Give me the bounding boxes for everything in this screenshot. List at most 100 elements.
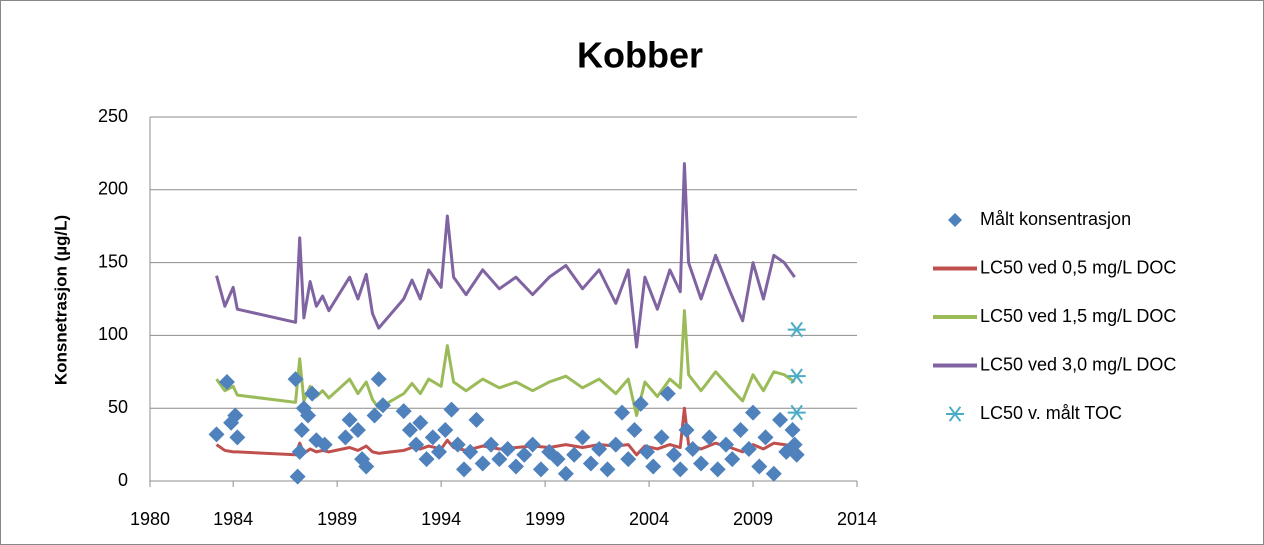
legend-label: LC50 ved 1,5 mg/L DOC: [980, 306, 1176, 326]
y-tick-label: 50: [108, 397, 128, 417]
data-point: [229, 429, 246, 446]
data-point: [462, 443, 479, 460]
x-tick-label: 1980: [130, 509, 170, 529]
y-tick-label: 150: [98, 251, 128, 271]
data-point: [566, 446, 583, 463]
data-point: [289, 468, 306, 485]
data-point: [787, 404, 806, 421]
x-tick-label: 1999: [525, 509, 565, 529]
data-point: [787, 368, 806, 384]
data-point: [366, 407, 383, 424]
data-point: [672, 461, 689, 478]
data-point: [227, 407, 244, 424]
data-point: [724, 451, 741, 468]
y-tick-label: 0: [118, 470, 128, 490]
legend-label: LC50 ved 0,5 mg/L DOC: [980, 257, 1176, 277]
data-point: [455, 461, 472, 478]
data-point: [358, 458, 375, 475]
data-point: [659, 385, 676, 402]
data-point: [666, 446, 683, 463]
y-axis-label: Konsnetrasjon (µg/L): [51, 215, 70, 385]
data-point: [709, 461, 726, 478]
data-point: [653, 429, 670, 446]
data-point: [638, 443, 655, 460]
data-point: [507, 458, 524, 475]
data-point: [316, 436, 333, 453]
legend-label: Målt konsentrasjon: [980, 209, 1131, 229]
x-tick-label: 2009: [733, 509, 773, 529]
x-tick-label: 1989: [317, 509, 357, 529]
data-point: [401, 422, 418, 439]
data-point: [491, 451, 508, 468]
data-point: [614, 404, 631, 421]
series-line: [215, 162, 796, 349]
data-point: [765, 465, 782, 482]
data-point: [304, 385, 321, 402]
data-point: [599, 461, 616, 478]
data-point: [483, 436, 500, 453]
data-point: [412, 414, 429, 431]
data-point: [293, 422, 310, 439]
data-point: [757, 429, 774, 446]
x-tick-label: 1984: [213, 509, 253, 529]
data-point: [437, 422, 454, 439]
data-point: [370, 371, 387, 388]
data-point: [620, 451, 637, 468]
data-point: [632, 395, 649, 412]
data-point: [645, 458, 662, 475]
x-tick-label: 2004: [629, 509, 669, 529]
data-point: [337, 429, 354, 446]
data-point: [431, 443, 448, 460]
data-point: [591, 440, 608, 457]
y-tick-label: 250: [98, 106, 128, 126]
data-point: [374, 397, 391, 414]
data-point: [291, 443, 308, 460]
legend-label: LC50 v. målt TOC: [980, 403, 1122, 423]
data-point: [424, 429, 441, 446]
data-point: [499, 440, 516, 457]
data-point: [300, 407, 317, 424]
data-point: [557, 465, 574, 482]
data-point: [787, 321, 806, 338]
data-point: [678, 422, 695, 439]
data-point: [549, 451, 566, 468]
x-tick-label: 1994: [421, 509, 461, 529]
data-point: [524, 436, 541, 453]
y-tick-label: 100: [98, 324, 128, 344]
data-point: [784, 422, 801, 439]
data-point: [341, 411, 358, 428]
data-point: [684, 440, 701, 457]
data-point: [395, 403, 412, 420]
legend-swatch: [946, 406, 964, 422]
data-point: [468, 411, 485, 428]
data-point: [732, 422, 749, 439]
data-point: [218, 373, 235, 390]
data-point: [607, 436, 624, 453]
data-point: [449, 436, 466, 453]
data-point: [693, 455, 710, 472]
data-point: [574, 429, 591, 446]
chart-title: Kobber: [577, 35, 703, 76]
legend-label: LC50 ved 3,0 mg/L DOC: [980, 354, 1176, 374]
data-point: [786, 436, 803, 453]
x-tick-label: 2014: [837, 509, 877, 529]
data-point: [408, 436, 425, 453]
data-point: [701, 429, 718, 446]
data-point: [772, 411, 789, 428]
data-point: [626, 422, 643, 439]
data-point: [717, 436, 734, 453]
data-point: [208, 426, 225, 443]
data-point: [745, 404, 762, 421]
data-point: [788, 446, 805, 463]
data-point: [751, 458, 768, 475]
data-point: [582, 455, 599, 472]
data-point: [443, 401, 460, 418]
data-point: [287, 371, 304, 388]
data-point: [474, 455, 491, 472]
data-point: [740, 440, 757, 457]
legend-swatch: [948, 213, 962, 227]
data-point: [532, 461, 549, 478]
data-point: [418, 451, 435, 468]
